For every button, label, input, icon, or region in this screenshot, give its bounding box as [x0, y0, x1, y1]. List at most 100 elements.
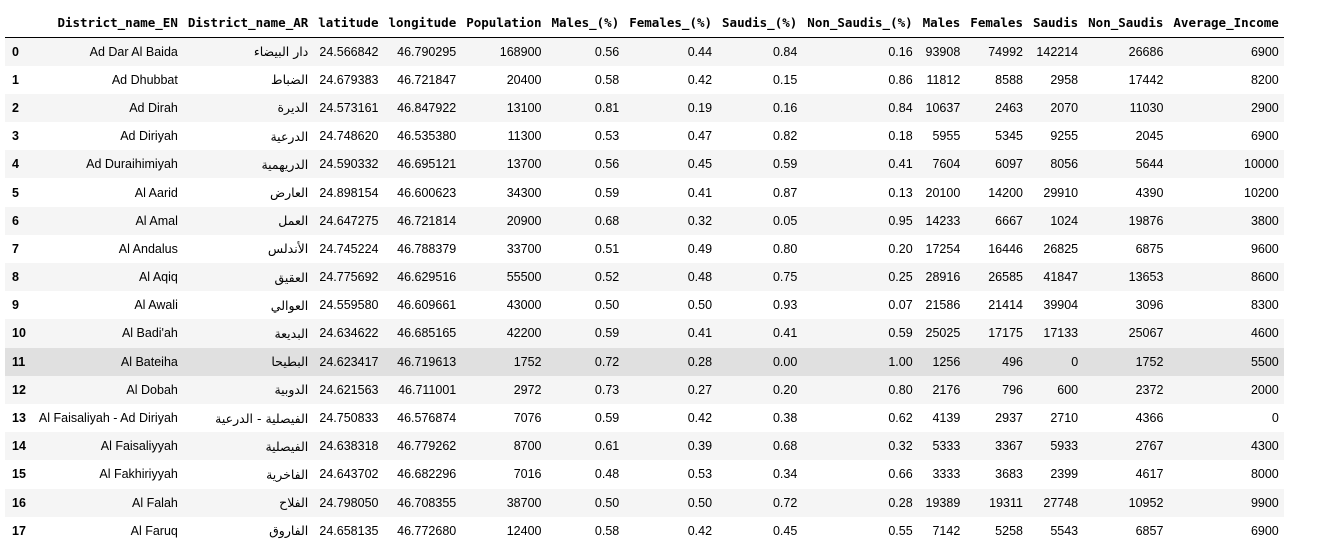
cell-saudis: 26825: [1028, 235, 1083, 263]
cell-longitude: 46.721814: [384, 207, 462, 235]
cell-average-income: 5500: [1168, 348, 1283, 376]
cell-population: 34300: [461, 178, 546, 206]
cell-population: 13100: [461, 94, 546, 122]
cell-females: 6097: [965, 150, 1028, 178]
cell-population: 55500: [461, 263, 546, 291]
table-row: 3 Ad Diriyah الدرعية 24.748620 46.535380 1130…: [5, 122, 1284, 150]
cell-males: 5333: [918, 432, 966, 460]
cell-males: 21586: [918, 291, 966, 319]
cell-males: 7142: [918, 517, 966, 545]
cell-females: 0.47: [624, 122, 717, 150]
cell-average-income: 4600: [1168, 319, 1283, 347]
cell-males: 19389: [918, 489, 966, 517]
cell-males: 0.50: [547, 489, 625, 517]
cell-non-saudis: 25067: [1083, 319, 1168, 347]
cell-latitude: 24.658135: [313, 517, 383, 545]
cell-females: 0.45: [624, 150, 717, 178]
cell-non-saudis: 0.20: [802, 235, 917, 263]
cell-males: 7604: [918, 150, 966, 178]
cell-district-name-ar: البديعة: [183, 319, 313, 347]
cell-district-name-en: Ad Duraihimiyah: [34, 150, 183, 178]
column-header-males: Males_(%): [547, 8, 625, 38]
cell-males: 0.53: [547, 122, 625, 150]
cell-longitude: 46.695121: [384, 150, 462, 178]
cell-latitude: 24.634622: [313, 319, 383, 347]
cell-non-saudis: 0.62: [802, 404, 917, 432]
cell-males: 14233: [918, 207, 966, 235]
cell-females: 0.41: [624, 319, 717, 347]
cell-latitude: 24.566842: [313, 38, 383, 66]
cell-non-saudis: 4390: [1083, 178, 1168, 206]
table-row: 10 Al Badi'ah البديعة 24.634622 46.685165 422…: [5, 319, 1284, 347]
row-index: 10: [5, 319, 34, 347]
cell-saudis: 0.15: [717, 66, 802, 94]
row-index: 17: [5, 517, 34, 545]
cell-longitude: 46.790295: [384, 38, 462, 66]
cell-females: 17175: [965, 319, 1028, 347]
column-header-non-saudis: Non_Saudis: [1083, 8, 1168, 38]
cell-males: 0.59: [547, 319, 625, 347]
cell-males: 5955: [918, 122, 966, 150]
cell-district-name-en: Al Badi'ah: [34, 319, 183, 347]
cell-saudis: 0.68: [717, 432, 802, 460]
row-index: 12: [5, 376, 34, 404]
cell-non-saudis: 6857: [1083, 517, 1168, 545]
cell-average-income: 8000: [1168, 460, 1283, 488]
cell-latitude: 24.590332: [313, 150, 383, 178]
cell-females: 796: [965, 376, 1028, 404]
row-index: 11: [5, 348, 34, 376]
cell-district-name-ar: الدرعية: [183, 122, 313, 150]
cell-males: 0.56: [547, 150, 625, 178]
cell-saudis: 2070: [1028, 94, 1083, 122]
cell-latitude: 24.679383: [313, 66, 383, 94]
cell-non-saudis: 5644: [1083, 150, 1168, 178]
table-row: 15 Al Fakhiriyyah الفاخرية 24.643702 46.6822…: [5, 460, 1284, 488]
table-row: 2 Ad Dirah الديرة 24.573161 46.847922 13100 0.…: [5, 94, 1284, 122]
cell-latitude: 24.748620: [313, 122, 383, 150]
cell-females: 14200: [965, 178, 1028, 206]
cell-average-income: 9900: [1168, 489, 1283, 517]
cell-average-income: 2900: [1168, 94, 1283, 122]
table-row: 11 Al Bateiha البطيحا 24.623417 46.719613 175…: [5, 348, 1284, 376]
cell-saudis: 5543: [1028, 517, 1083, 545]
cell-average-income: 0: [1168, 404, 1283, 432]
cell-non-saudis: 0.25: [802, 263, 917, 291]
cell-district-name-ar: الضباط: [183, 66, 313, 94]
cell-longitude: 46.779262: [384, 432, 462, 460]
cell-district-name-ar: الديرة: [183, 94, 313, 122]
cell-non-saudis: 1752: [1083, 348, 1168, 376]
cell-latitude: 24.643702: [313, 460, 383, 488]
cell-females: 0.42: [624, 404, 717, 432]
cell-population: 7076: [461, 404, 546, 432]
cell-district-name-en: Al Aqiq: [34, 263, 183, 291]
cell-population: 43000: [461, 291, 546, 319]
cell-non-saudis: 2045: [1083, 122, 1168, 150]
cell-females: 0.53: [624, 460, 717, 488]
cell-females: 0.48: [624, 263, 717, 291]
column-header-district-name-ar: District_name_AR: [183, 8, 313, 38]
cell-females: 74992: [965, 38, 1028, 66]
header-row: District_name_EN District_name_AR latitude…: [5, 8, 1284, 38]
cell-district-name-en: Al Faisaliyyah: [34, 432, 183, 460]
cell-district-name-en: Al Falah: [34, 489, 183, 517]
row-index: 14: [5, 432, 34, 460]
cell-longitude: 46.721847: [384, 66, 462, 94]
cell-district-name-ar: الفاخرية: [183, 460, 313, 488]
cell-district-name-en: Al Faruq: [34, 517, 183, 545]
cell-saudis: 0.41: [717, 319, 802, 347]
cell-females: 0.49: [624, 235, 717, 263]
table-row: 16 Al Falah الفلاح 24.798050 46.708355 38700 0…: [5, 489, 1284, 517]
column-header-average-income: Average_Income: [1168, 8, 1283, 38]
column-header-longitude: longitude: [384, 8, 462, 38]
cell-district-name-ar: الدريهمية: [183, 150, 313, 178]
cell-males: 0.48: [547, 460, 625, 488]
cell-latitude: 24.898154: [313, 178, 383, 206]
cell-males: 0.68: [547, 207, 625, 235]
cell-non-saudis: 4366: [1083, 404, 1168, 432]
column-header-saudis: Saudis: [1028, 8, 1083, 38]
cell-non-saudis: 0.28: [802, 489, 917, 517]
cell-average-income: 10000: [1168, 150, 1283, 178]
cell-saudis: 0.45: [717, 517, 802, 545]
cell-saudis: 0.05: [717, 207, 802, 235]
cell-females: 0.28: [624, 348, 717, 376]
